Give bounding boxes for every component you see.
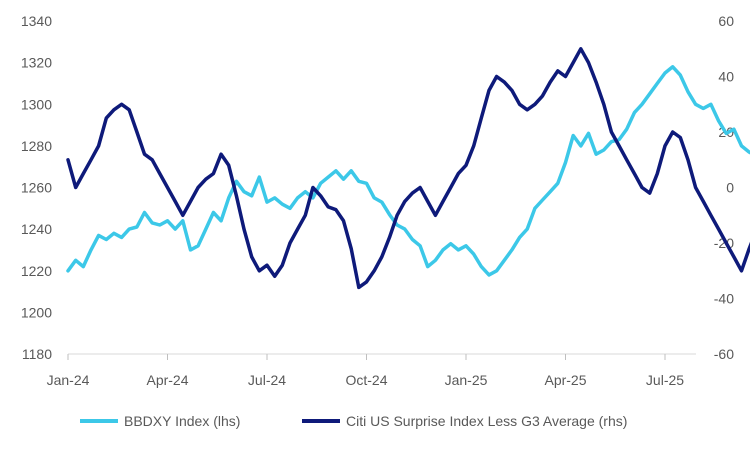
- left-tick-label: 1340: [21, 13, 52, 29]
- right-tick-label: -60: [714, 346, 734, 362]
- right-tick-label: 60: [718, 13, 734, 29]
- legend-label-citi-surprise: Citi US Surprise Index Less G3 Average (…: [346, 413, 627, 429]
- left-tick-label: 1220: [21, 263, 52, 279]
- series-layer: [66, 47, 750, 290]
- left-tick-label: 1260: [21, 180, 52, 196]
- x-tick-label: Jan-24: [47, 372, 90, 388]
- x-tick-label: Jan-25: [445, 372, 488, 388]
- x-tick-label: Apr-24: [146, 372, 188, 388]
- series-line-bbdxy: [66, 65, 750, 277]
- x-tick-label: Jul-24: [248, 372, 286, 388]
- left-tick-label: 1320: [21, 55, 52, 71]
- left-axis-ticks: 1180 1200 1220 1240 1260 1280 1300 1320 1340: [21, 13, 52, 362]
- series-line-citi-surprise: [66, 47, 750, 290]
- left-tick-label: 1240: [21, 221, 52, 237]
- x-axis: Jan-24 Apr-24 Jul-24 Oct-24 Jan-25 Apr-25 Jul-…: [47, 353, 696, 388]
- right-tick-label: -40: [714, 291, 734, 307]
- x-tick-label: Jul-25: [646, 372, 684, 388]
- left-tick-label: 1200: [21, 304, 52, 320]
- x-tick-label: Apr-25: [544, 372, 586, 388]
- right-tick-label: 0: [726, 180, 734, 196]
- legend: BBDXY Index (lhs) Citi US Surprise Index…: [80, 413, 627, 429]
- right-tick-label: 40: [718, 69, 734, 85]
- left-tick-label: 1280: [21, 138, 52, 154]
- left-tick-label: 1180: [22, 346, 52, 362]
- left-tick-label: 1300: [21, 96, 52, 112]
- legend-label-bbdxy: BBDXY Index (lhs): [124, 413, 240, 429]
- x-tick-label: Oct-24: [345, 372, 387, 388]
